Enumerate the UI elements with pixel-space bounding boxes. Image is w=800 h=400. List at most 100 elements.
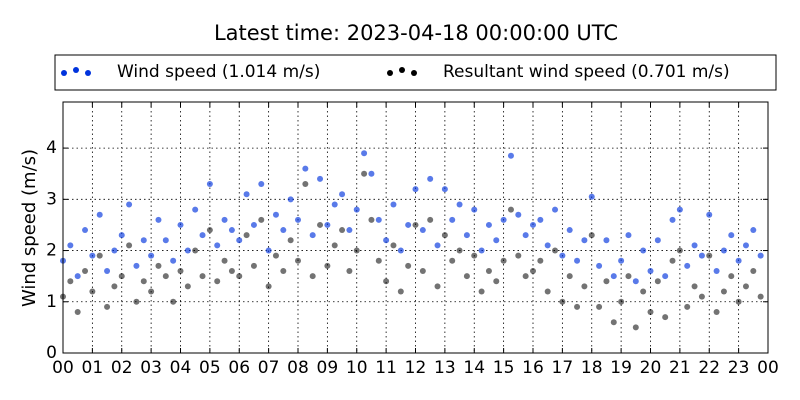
- data-point: [676, 206, 683, 213]
- data-point: [346, 268, 353, 275]
- data-point: [698, 293, 705, 300]
- y-axis-label: Wind speed (m/s): [19, 149, 40, 307]
- data-point: [515, 211, 522, 218]
- data-point: [250, 221, 257, 228]
- data-point: [463, 232, 470, 239]
- data-point: [206, 227, 213, 234]
- x-tick-label: 20: [640, 358, 662, 378]
- data-point: [654, 237, 661, 244]
- data-point: [581, 237, 588, 244]
- data-point: [295, 257, 301, 264]
- x-tick-label: 18: [581, 358, 603, 378]
- data-point: [588, 193, 595, 200]
- data-point: [537, 216, 544, 223]
- data-point: [199, 232, 206, 239]
- y-tick-label: 1: [46, 292, 57, 312]
- data-point: [214, 278, 221, 285]
- data-point: [405, 262, 412, 269]
- data-point: [471, 206, 478, 213]
- data-point: [82, 268, 89, 275]
- data-point: [140, 278, 147, 285]
- data-point: [574, 303, 581, 310]
- data-point: [192, 206, 199, 213]
- data-point: [206, 180, 213, 187]
- data-point: [507, 206, 514, 213]
- data-point: [331, 242, 338, 249]
- data-point: [324, 262, 331, 269]
- x-tick-label: 23: [728, 358, 750, 378]
- data-point: [669, 257, 676, 264]
- legend-marker: [411, 70, 417, 76]
- data-point: [317, 175, 324, 182]
- data-point: [302, 180, 309, 187]
- x-tick-label: 02: [111, 358, 133, 378]
- data-point: [96, 211, 103, 218]
- data-point: [559, 252, 566, 259]
- data-point: [361, 150, 368, 157]
- data-point: [544, 242, 551, 249]
- data-point: [118, 232, 125, 239]
- data-point: [552, 247, 559, 254]
- data-point: [662, 273, 669, 280]
- data-point: [684, 303, 691, 310]
- data-point: [162, 237, 169, 244]
- data-point: [640, 247, 647, 254]
- data-point: [427, 175, 434, 182]
- data-point: [581, 283, 588, 290]
- data-point: [67, 242, 74, 249]
- legend-marker: [85, 70, 91, 76]
- data-point: [750, 227, 757, 234]
- data-point: [287, 237, 294, 244]
- data-point: [104, 303, 111, 310]
- data-point: [735, 298, 742, 305]
- data-point: [647, 309, 654, 316]
- data-point: [221, 216, 228, 223]
- y-tick-label: 4: [46, 138, 57, 158]
- data-point: [537, 257, 544, 264]
- data-point: [133, 298, 140, 305]
- data-point: [397, 288, 404, 295]
- data-point: [375, 257, 382, 264]
- data-point: [625, 232, 632, 239]
- data-point: [170, 257, 177, 264]
- data-point: [757, 252, 764, 259]
- data-point: [676, 247, 683, 254]
- data-point: [713, 309, 720, 316]
- data-point: [390, 242, 397, 249]
- data-point: [104, 268, 111, 275]
- x-tick-label: 21: [669, 358, 691, 378]
- data-point: [632, 324, 639, 331]
- data-point: [434, 283, 441, 290]
- data-point: [632, 278, 639, 285]
- data-point: [449, 216, 456, 223]
- data-point: [111, 247, 118, 254]
- data-point: [162, 273, 169, 280]
- x-tick-label: 00: [757, 358, 779, 378]
- x-tick-label: 15: [493, 358, 515, 378]
- data-point: [463, 273, 470, 280]
- data-point: [346, 227, 353, 234]
- data-point: [258, 180, 265, 187]
- x-tick-label: 03: [140, 358, 162, 378]
- data-point: [478, 288, 485, 295]
- data-point: [339, 227, 346, 234]
- chart-title: Latest time: 2023-04-18 00:00:00 UTC: [214, 21, 618, 45]
- data-point: [750, 268, 757, 275]
- data-point: [684, 262, 691, 269]
- data-point: [74, 273, 81, 280]
- data-point: [412, 221, 419, 228]
- y-tick-label: 2: [46, 241, 57, 261]
- data-point: [574, 257, 581, 264]
- data-point: [82, 227, 89, 234]
- data-point: [405, 221, 412, 228]
- data-point: [603, 237, 610, 244]
- data-point: [368, 216, 375, 223]
- data-point: [324, 221, 331, 228]
- data-point: [272, 211, 279, 218]
- legend-marker: [73, 67, 79, 73]
- data-point: [96, 252, 103, 259]
- data-point: [530, 221, 536, 228]
- data-point: [566, 227, 573, 234]
- data-point: [272, 252, 279, 259]
- data-point: [148, 288, 155, 295]
